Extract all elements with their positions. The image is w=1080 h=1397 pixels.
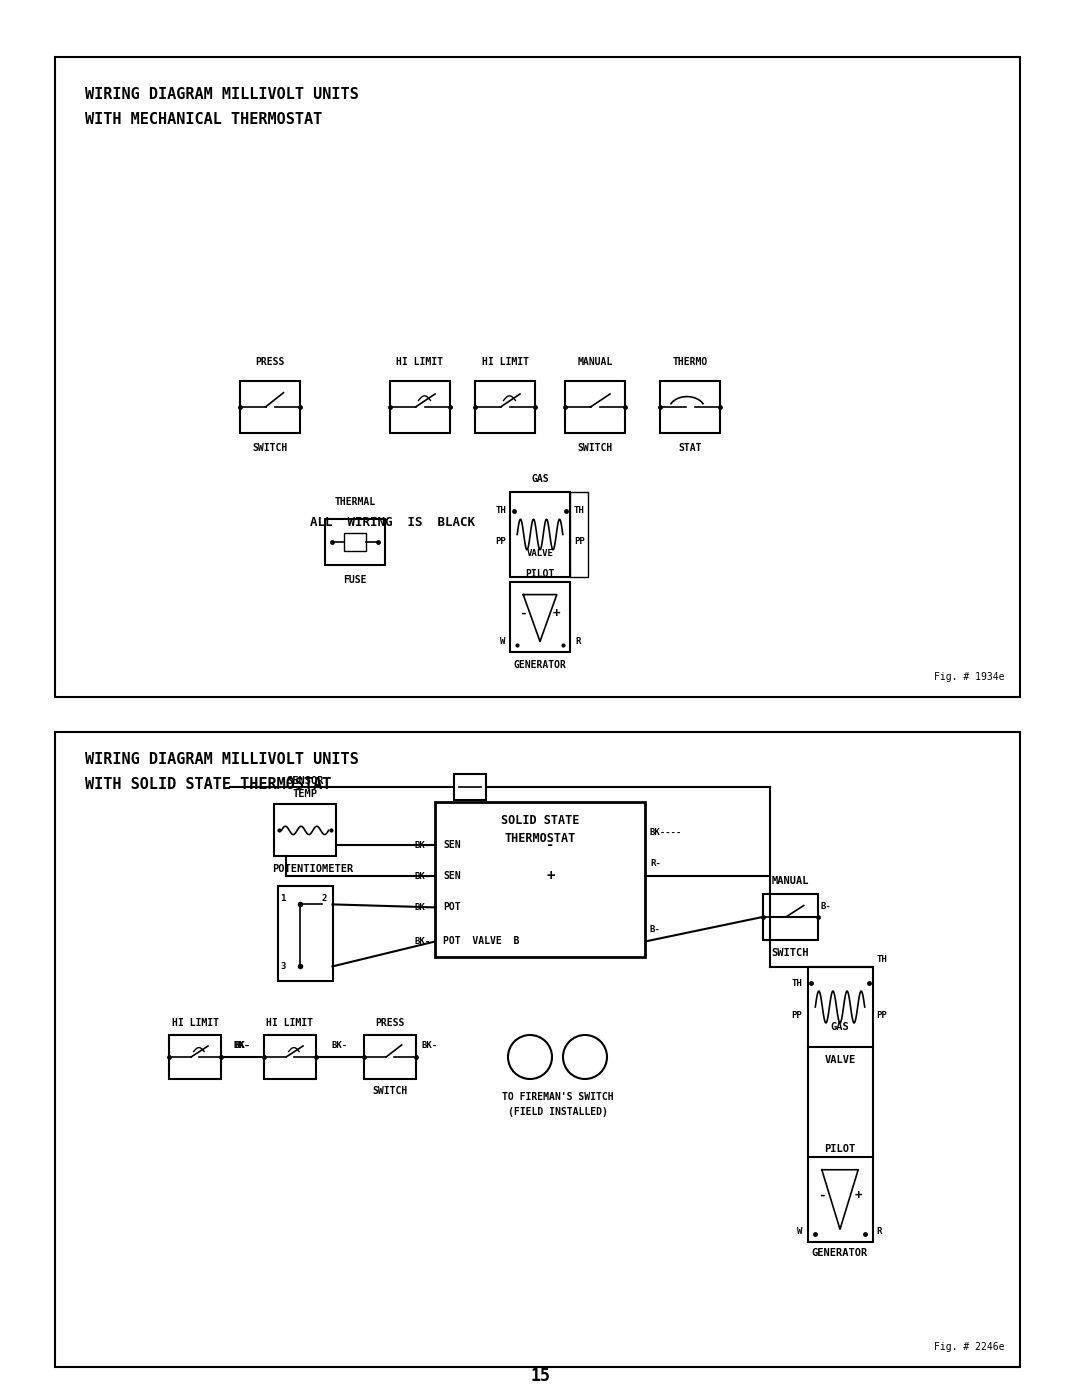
- Text: W: W: [500, 637, 505, 645]
- Text: Fig. # 1934e: Fig. # 1934e: [934, 672, 1005, 682]
- Bar: [240, 381, 300, 433]
- Text: 1: 1: [280, 894, 285, 902]
- Text: GENERATOR: GENERATOR: [514, 659, 566, 671]
- Bar: [55, 57, 1020, 697]
- Text: PILOT: PILOT: [525, 569, 555, 578]
- Text: MANUAL: MANUAL: [578, 358, 612, 367]
- Text: STAT: STAT: [678, 443, 702, 453]
- Text: VALVE: VALVE: [824, 1055, 855, 1065]
- Text: SEN: SEN: [443, 841, 461, 851]
- Text: WIRING DIAGRAM MILLIVOLT UNITS: WIRING DIAGRAM MILLIVOLT UNITS: [85, 87, 359, 102]
- Text: TEMP: TEMP: [293, 789, 318, 799]
- Text: BK-: BK-: [233, 1041, 249, 1051]
- Text: SWITCH: SWITCH: [373, 1085, 407, 1097]
- Bar: [808, 1157, 873, 1242]
- Text: PP: PP: [877, 1010, 888, 1020]
- Text: B-: B-: [821, 902, 832, 911]
- Text: +: +: [854, 1189, 862, 1201]
- Text: (FIELD INSTALLED): (FIELD INSTALLED): [508, 1106, 607, 1118]
- Bar: [325, 520, 384, 564]
- Text: SEN: SEN: [443, 872, 461, 882]
- Text: PP: PP: [573, 536, 584, 546]
- Text: FUSE: FUSE: [343, 576, 367, 585]
- Bar: [168, 1035, 221, 1078]
- Bar: [762, 894, 818, 940]
- Text: BK-: BK-: [421, 1041, 437, 1051]
- Text: POTENTIOMETER: POTENTIOMETER: [272, 865, 354, 875]
- Text: BK-: BK-: [234, 1041, 251, 1051]
- Text: TH: TH: [877, 956, 888, 964]
- Bar: [364, 1035, 416, 1078]
- Bar: [230, 787, 770, 1083]
- Text: 3: 3: [280, 963, 285, 971]
- Text: HI LIMIT: HI LIMIT: [396, 358, 444, 367]
- Text: R: R: [877, 1228, 882, 1236]
- Text: POT  VALVE  B: POT VALVE B: [443, 936, 519, 947]
- Text: BK-: BK-: [415, 902, 431, 912]
- Bar: [435, 802, 645, 957]
- Text: BK----: BK----: [650, 828, 683, 837]
- Text: 15: 15: [530, 1368, 550, 1384]
- Text: THERMOSTAT: THERMOSTAT: [504, 833, 576, 845]
- Text: +: +: [546, 869, 555, 883]
- Bar: [274, 805, 336, 856]
- Text: HI LIMIT: HI LIMIT: [482, 358, 528, 367]
- Text: WITH MECHANICAL THERMOSTAT: WITH MECHANICAL THERMOSTAT: [85, 112, 322, 127]
- Text: TH: TH: [573, 506, 584, 515]
- Text: HI LIMIT: HI LIMIT: [172, 1018, 218, 1028]
- Bar: [510, 583, 570, 652]
- Text: WITH SOLID STATE THERMOSTAT: WITH SOLID STATE THERMOSTAT: [85, 777, 332, 792]
- Text: W: W: [797, 1228, 802, 1236]
- Text: VALVE: VALVE: [527, 549, 553, 557]
- Text: PRESS: PRESS: [255, 358, 285, 367]
- Text: PILOT: PILOT: [824, 1144, 855, 1154]
- Bar: [660, 381, 720, 433]
- Text: SENSOR: SENSOR: [286, 777, 324, 787]
- Text: BK-: BK-: [415, 841, 431, 849]
- Text: PP: PP: [496, 536, 507, 546]
- Text: R-: R-: [650, 859, 661, 869]
- Text: GAS: GAS: [831, 1023, 849, 1032]
- Text: THERMAL: THERMAL: [335, 497, 376, 507]
- Text: MANUAL: MANUAL: [771, 876, 809, 886]
- Text: GENERATOR: GENERATOR: [812, 1248, 868, 1259]
- Text: SWITCH: SWITCH: [578, 443, 612, 453]
- Bar: [565, 381, 625, 433]
- Text: 2: 2: [322, 894, 327, 902]
- Text: GAS: GAS: [531, 474, 549, 483]
- Bar: [345, 532, 366, 552]
- Bar: [808, 967, 873, 1046]
- Text: BK-: BK-: [415, 872, 431, 882]
- Text: B-: B-: [650, 925, 661, 933]
- Bar: [390, 381, 450, 433]
- Text: SWITCH: SWITCH: [771, 949, 809, 958]
- Text: THERMO: THERMO: [673, 358, 707, 367]
- Text: Fig. # 2246e: Fig. # 2246e: [934, 1343, 1005, 1352]
- Bar: [264, 1035, 316, 1078]
- Text: TH: TH: [792, 978, 802, 988]
- Text: BK-: BK-: [332, 1041, 348, 1051]
- Bar: [570, 492, 588, 577]
- Text: WIRING DIAGRAM MILLIVOLT UNITS: WIRING DIAGRAM MILLIVOLT UNITS: [85, 752, 359, 767]
- Text: HI LIMIT: HI LIMIT: [267, 1018, 313, 1028]
- Text: +: +: [553, 608, 561, 620]
- Bar: [510, 492, 570, 577]
- Text: PRESS: PRESS: [376, 1018, 405, 1028]
- Text: -: -: [818, 1189, 825, 1201]
- Text: TH: TH: [496, 506, 507, 515]
- Text: TO FIREMAN'S SWITCH: TO FIREMAN'S SWITCH: [502, 1092, 613, 1102]
- Bar: [55, 732, 1020, 1368]
- Text: POT: POT: [443, 902, 461, 912]
- Text: R: R: [575, 637, 580, 645]
- Bar: [454, 774, 486, 800]
- Text: SWITCH: SWITCH: [253, 443, 287, 453]
- Text: -: -: [546, 838, 555, 852]
- Text: -: -: [519, 608, 527, 620]
- Bar: [475, 381, 535, 433]
- Text: ALL  WIRING  IS  BLACK: ALL WIRING IS BLACK: [310, 515, 475, 528]
- Text: PP: PP: [792, 1010, 802, 1020]
- Text: SOLID STATE: SOLID STATE: [501, 814, 579, 827]
- Bar: [278, 887, 333, 982]
- Text: BK-: BK-: [415, 937, 431, 946]
